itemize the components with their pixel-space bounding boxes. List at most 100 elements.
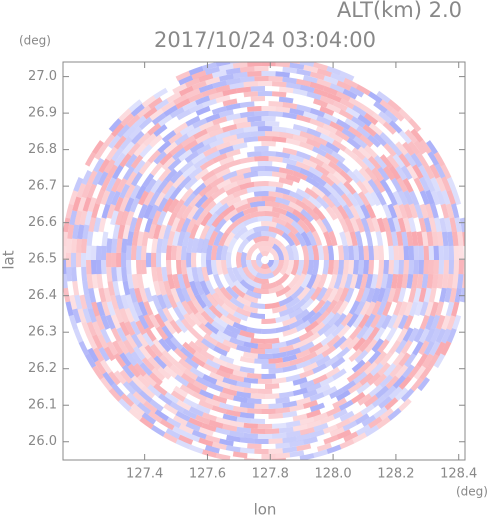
echo-cell (198, 73, 214, 83)
echo-cell (388, 245, 394, 260)
echo-cell (151, 367, 166, 381)
echo-cell (322, 245, 330, 260)
echo-cell (213, 230, 224, 247)
x-tick-label: 127.8 (252, 467, 289, 482)
echo-cell (245, 260, 258, 277)
echo-cell (184, 150, 199, 164)
echo-cell (96, 301, 106, 317)
echo-cell (282, 112, 298, 120)
echo-cell (191, 267, 200, 283)
echo-cell (459, 217, 465, 233)
echo-cell (368, 384, 383, 398)
echo-cell (219, 155, 235, 166)
echo-cell (134, 217, 143, 233)
echo-cell (423, 340, 435, 356)
echo-cell (357, 360, 372, 374)
echo-cell (201, 169, 216, 182)
echo-cell (279, 391, 294, 399)
echo-cell (127, 142, 141, 157)
echo-cell (122, 224, 131, 240)
echo-cell (435, 328, 446, 344)
echo-cell (303, 399, 318, 409)
echo-cell (271, 377, 287, 384)
echo-cell (384, 397, 399, 411)
echo-cell (123, 165, 135, 181)
echo-cell (275, 186, 291, 196)
echo-cell (404, 353, 417, 368)
echo-cell (296, 433, 311, 442)
echo-cell (203, 363, 218, 374)
echo-cell (289, 357, 305, 366)
echo-cell (246, 231, 262, 242)
echo-cell (177, 273, 186, 289)
echo-cell (371, 217, 381, 233)
echo-cell (257, 126, 273, 132)
echo-cell (219, 391, 235, 401)
echo-cell (316, 442, 332, 452)
echo-cell (242, 206, 258, 216)
y-tick-label: 26.0 (28, 434, 57, 449)
echo-cell (84, 210, 93, 226)
echo-cell (282, 400, 298, 408)
echo-cell (254, 75, 269, 82)
echo-cell (275, 324, 291, 334)
echo-cell (153, 280, 162, 296)
echo-cell (176, 109, 192, 121)
echo-cell (192, 182, 207, 197)
echo-cell (219, 438, 234, 447)
echo-cell (208, 419, 224, 429)
echo-cell (215, 416, 231, 426)
echo-cell (385, 326, 397, 342)
echo-cell (326, 66, 342, 76)
echo-cell (222, 387, 238, 396)
echo-cell (233, 117, 248, 125)
echo-cell (125, 333, 138, 349)
echo-cell (126, 245, 132, 260)
echo-cell (188, 340, 203, 354)
echo-cell (111, 327, 122, 343)
echo-cell (77, 308, 87, 324)
echo-cell (229, 430, 244, 438)
echo-cell (335, 118, 351, 131)
echo-cell (426, 140, 438, 155)
echo-cell (184, 176, 198, 191)
echo-cell (364, 191, 376, 207)
echo-cell (364, 144, 378, 159)
echo-cell (219, 193, 235, 206)
echo-cell (202, 449, 217, 458)
echo-cell (183, 368, 198, 381)
echo-cell (158, 393, 173, 406)
echo-cell (245, 289, 262, 299)
echo-cell (68, 314, 78, 330)
echo-cell (222, 98, 238, 107)
echo-cell (110, 210, 119, 226)
echo-cell (141, 412, 157, 425)
echo-cell (229, 210, 245, 223)
echo-cell (82, 280, 90, 296)
echo-cell (353, 135, 368, 149)
echo-cell (371, 394, 386, 408)
echo-cell (294, 231, 307, 247)
echo-cell (275, 273, 290, 287)
echo-cell (237, 238, 250, 254)
echo-cell (86, 274, 94, 289)
echo-cell (368, 122, 383, 136)
echo-cell (418, 217, 427, 233)
echo-cell (261, 62, 276, 67)
echo-cell (180, 187, 194, 202)
echo-cell (87, 197, 97, 212)
echo-cell (143, 106, 158, 120)
echo-cell (428, 245, 435, 260)
echo-cell (333, 170, 347, 185)
echo-cell (158, 224, 167, 240)
echo-cell (239, 181, 255, 191)
echo-cell (243, 432, 258, 439)
echo-cell (268, 111, 283, 117)
echo-cell (258, 246, 272, 253)
echo-cell (295, 188, 311, 200)
echo-cell (101, 203, 111, 219)
echo-cell (388, 165, 401, 180)
echo-cell (327, 287, 339, 303)
echo-cell (127, 363, 141, 378)
echo-cell (370, 273, 379, 289)
